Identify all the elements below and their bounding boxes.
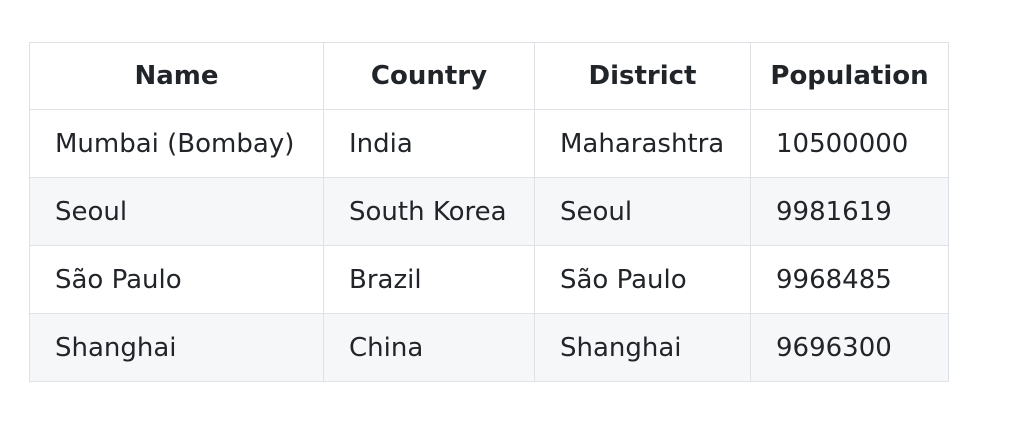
cell-population: 10500000 (750, 109, 949, 178)
column-header-population: Population (750, 42, 949, 110)
table-header: Name Country District Population (29, 42, 949, 110)
cell-district: Shanghai (534, 313, 751, 382)
cell-name: Shanghai (29, 313, 324, 382)
cell-district: São Paulo (534, 245, 751, 314)
cell-name: Mumbai (Bombay) (29, 109, 324, 178)
cell-country: Brazil (323, 245, 535, 314)
table-row: Mumbai (Bombay) India Maharashtra 105000… (29, 109, 949, 178)
cell-name: Seoul (29, 177, 324, 246)
cell-district: Seoul (534, 177, 751, 246)
cell-country: South Korea (323, 177, 535, 246)
cell-name: São Paulo (29, 245, 324, 314)
table-body: Mumbai (Bombay) India Maharashtra 105000… (29, 109, 949, 382)
cell-population: 9968485 (750, 245, 949, 314)
table-row: Seoul South Korea Seoul 9981619 (29, 177, 949, 246)
cell-population: 9696300 (750, 313, 949, 382)
city-table: Name Country District Population Mumbai … (29, 42, 949, 382)
cell-country: China (323, 313, 535, 382)
table-row: Shanghai China Shanghai 9696300 (29, 313, 949, 382)
cell-country: India (323, 109, 535, 178)
header-row: Name Country District Population (29, 42, 949, 110)
table-row: São Paulo Brazil São Paulo 9968485 (29, 245, 949, 314)
cell-district: Maharashtra (534, 109, 751, 178)
column-header-district: District (534, 42, 751, 110)
column-header-country: Country (323, 42, 535, 110)
cell-population: 9981619 (750, 177, 949, 246)
column-header-name: Name (29, 42, 324, 110)
